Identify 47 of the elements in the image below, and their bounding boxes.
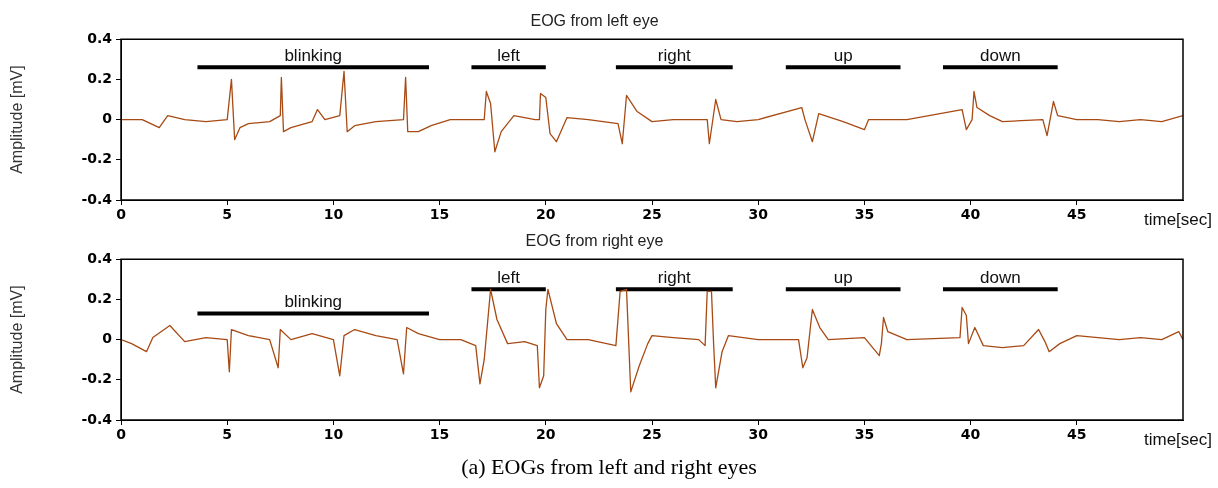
- series-label: blinking: [284, 45, 343, 65]
- series-label: left: [497, 267, 521, 287]
- x-tick-label: 45: [1067, 426, 1087, 443]
- y-tick-label: -0.2: [81, 150, 112, 167]
- x-tick-label: 30: [748, 206, 769, 223]
- y-tick-label: 0: [102, 110, 113, 127]
- x-tick-label: 25: [642, 206, 662, 223]
- x-tick-label: 15: [429, 426, 450, 443]
- series-label: right: [657, 45, 692, 65]
- y-tick-label: -0.2: [81, 370, 112, 387]
- y-tick-label: 0.2: [87, 290, 112, 307]
- series-label: right: [657, 267, 692, 287]
- x-axis-title: time[sec]: [1143, 210, 1212, 230]
- series-label: down: [980, 267, 1021, 287]
- x-tick-label: 45: [1067, 206, 1087, 223]
- x-tick-label: 20: [536, 426, 556, 443]
- y-tick-label: 0: [102, 330, 113, 347]
- y-axis-title: Amplitude [mV]: [8, 65, 26, 174]
- series-label: blinking: [284, 291, 343, 311]
- x-tick-label: 30: [748, 426, 769, 443]
- x-tick-label: 25: [642, 426, 662, 443]
- x-axis-title: time[sec]: [1143, 430, 1212, 450]
- x-tick-label: 5: [222, 426, 233, 443]
- x-tick-label: 0: [116, 206, 127, 223]
- series-label: up: [833, 45, 853, 65]
- x-tick-label: 40: [960, 426, 981, 443]
- series-label: left: [497, 45, 521, 65]
- y-tick-label: 0.4: [87, 249, 113, 266]
- series-label: up: [833, 267, 853, 287]
- y-tick-label: -0.4: [81, 410, 113, 427]
- y-tick-label: -0.4: [81, 190, 113, 207]
- y-tick-label: 0.2: [87, 70, 112, 87]
- series-label: down: [980, 45, 1021, 65]
- x-tick-label: 35: [854, 206, 875, 223]
- x-tick-label: 5: [222, 206, 233, 223]
- y-tick-label: 0.4: [87, 29, 113, 46]
- x-tick-label: 20: [536, 206, 556, 223]
- chart-title: EOG from right eye: [525, 232, 664, 250]
- x-tick-label: 0: [116, 426, 127, 443]
- text: (a) EOGs from left and right eyes: [460, 454, 758, 480]
- x-tick-label: 15: [429, 206, 450, 223]
- x-tick-label: 10: [323, 206, 344, 223]
- x-tick-label: 40: [960, 206, 981, 223]
- chart-title: EOG from left eye: [530, 12, 659, 30]
- x-tick-label: 35: [854, 426, 875, 443]
- y-axis-title: Amplitude [mV]: [8, 285, 26, 394]
- x-tick-label: 10: [323, 426, 344, 443]
